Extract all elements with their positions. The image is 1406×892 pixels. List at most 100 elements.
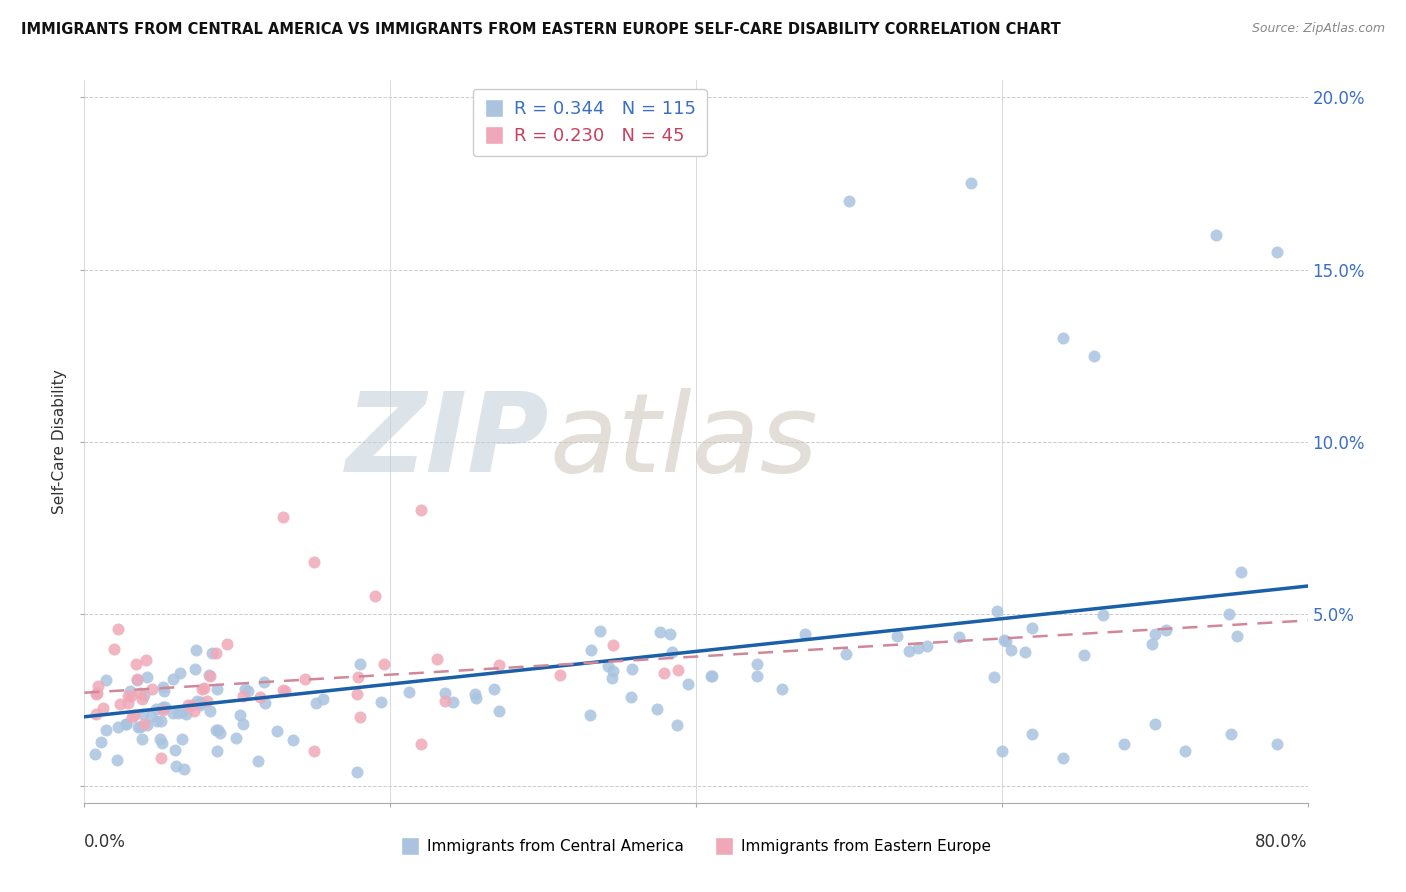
Point [993,633,1015,648]
Point [177,698,200,712]
Point [274,684,297,698]
Point [186,694,208,708]
Point [187,696,209,710]
Point [149,714,172,728]
Point [441,695,464,709]
Point [84,707,107,722]
Point [794,627,817,641]
Point [433,693,456,707]
Point [464,687,486,701]
Point [84,686,107,700]
Point [1021,621,1043,635]
Point [666,718,689,732]
Point [184,662,207,676]
Point [598,659,620,673]
Point [215,637,238,651]
Point [302,555,325,569]
Point [294,672,316,686]
Point [108,698,131,712]
Point [150,735,173,749]
Point [152,700,174,714]
Point [648,624,671,639]
Point [645,702,668,716]
Point [125,673,148,687]
Point [146,714,169,728]
Point [96,723,118,737]
Point [1021,727,1043,741]
Point [676,677,699,691]
Point [122,708,145,723]
Point [1174,744,1197,758]
Point [747,657,769,671]
Text: 0.0%: 0.0% [84,833,127,851]
Point [700,669,723,683]
Point [1154,623,1177,637]
Point [283,733,305,747]
Point [602,665,624,679]
Point [589,624,612,639]
Point [1143,627,1166,641]
Point [370,695,392,709]
Point [838,194,860,208]
Point [1265,737,1288,751]
Point [602,671,624,685]
Point [986,604,1008,618]
Point [620,690,643,704]
Point [266,724,288,739]
Point [103,642,125,657]
Point [132,688,155,702]
Point [139,709,162,723]
Point [173,762,195,776]
Point [886,629,908,643]
Text: 80.0%: 80.0% [1256,833,1308,851]
Point [149,751,172,765]
Point [1265,245,1288,260]
Point [232,689,254,703]
Point [233,681,256,696]
Point [373,657,395,672]
Point [169,665,191,680]
Point [1220,727,1243,741]
Point [90,735,112,749]
Point [120,684,142,698]
Point [174,707,197,722]
Point [1091,608,1114,623]
Point [136,717,159,731]
Point [149,731,172,746]
Point [897,643,920,657]
Point [152,703,174,717]
Point [120,689,142,703]
Point [195,694,218,708]
Point [1083,349,1105,363]
Point [1073,648,1095,663]
Point [581,642,603,657]
Point [960,177,983,191]
Point [346,687,368,701]
Point [1143,716,1166,731]
Point [115,716,138,731]
Point [745,669,768,683]
Point [191,681,214,696]
Point [983,670,1005,684]
Point [995,634,1018,648]
Point [186,643,208,657]
Point [131,706,153,721]
Point [254,696,277,710]
Point [162,706,184,720]
Point [835,648,858,662]
Point [107,720,129,734]
Point [107,622,129,636]
Point [86,686,108,700]
Point [602,638,624,652]
Point [94,673,117,688]
Point [125,657,148,672]
Point [167,706,190,720]
Point [193,681,215,695]
Point [180,698,202,712]
Point [1226,629,1249,643]
Point [183,704,205,718]
Point [346,670,368,684]
Point [1142,637,1164,651]
Point [312,692,335,706]
Point [652,665,675,680]
